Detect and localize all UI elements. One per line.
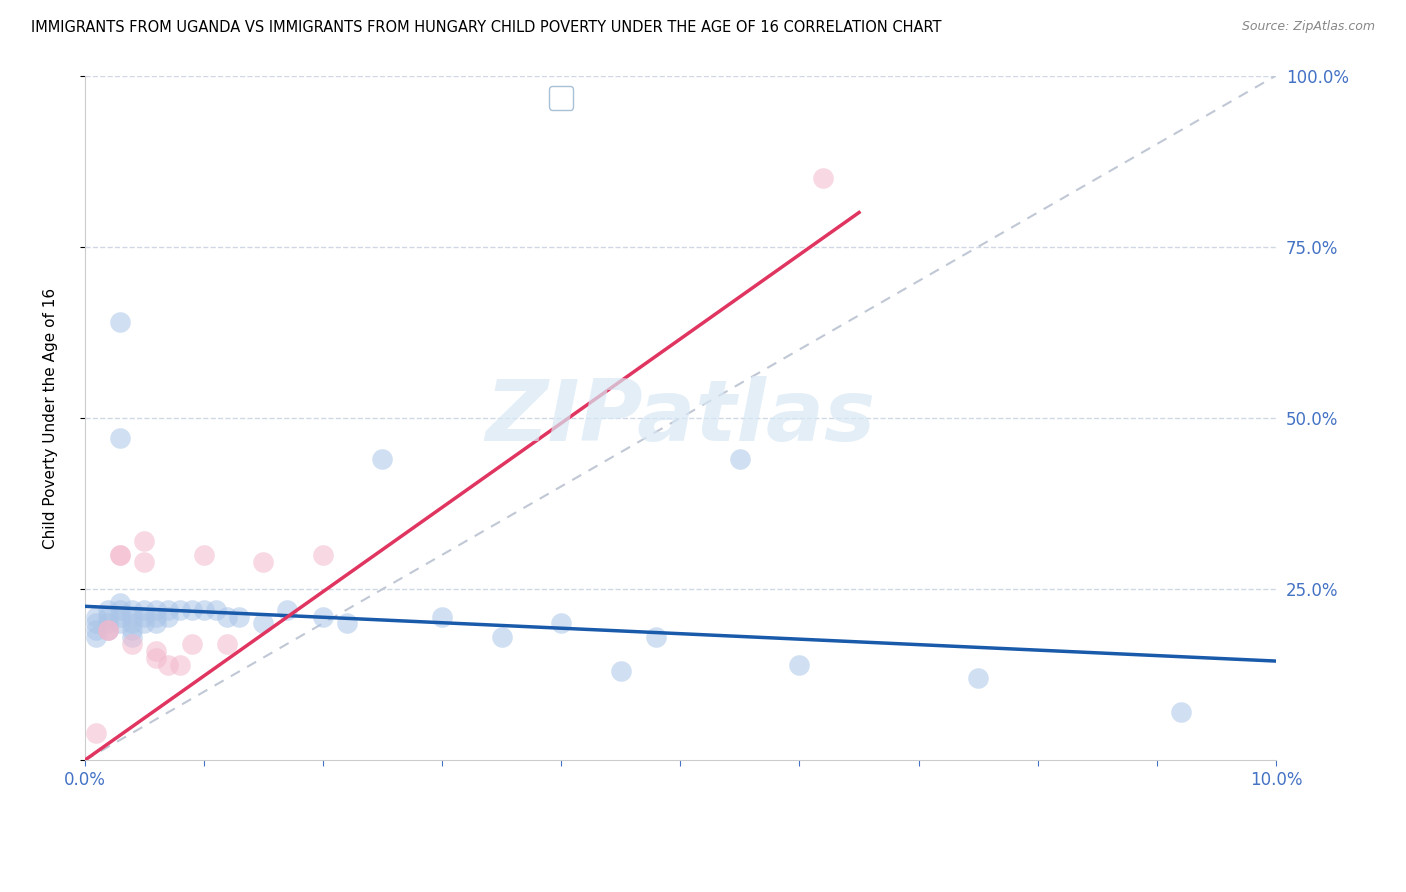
Point (156, 603, 179, 617)
Point (110, 315, 132, 329)
Point (145, 616, 167, 631)
Point (728, 452, 751, 467)
Point (121, 603, 143, 617)
Point (132, 555, 155, 569)
Point (217, 637, 239, 651)
Point (97, 609, 120, 624)
Point (645, 630, 668, 644)
Point (97, 616, 120, 631)
Point (97, 603, 120, 617)
Point (336, 616, 359, 631)
Point (1170, 706, 1192, 720)
Point (180, 637, 202, 651)
Point (97, 624, 120, 638)
Point (430, 609, 453, 624)
Point (371, 452, 394, 467)
Point (110, 596, 132, 610)
Point (169, 657, 191, 672)
Point (132, 603, 155, 617)
Point (276, 603, 298, 617)
Point (813, 171, 835, 186)
Point (252, 616, 274, 631)
Point (145, 609, 167, 624)
Point (132, 534, 155, 549)
Point (132, 609, 155, 624)
Point (609, 665, 631, 679)
Point (145, 650, 167, 665)
Point (121, 616, 143, 631)
Point (121, 624, 143, 638)
Y-axis label: Child Poverty Under the Age of 16: Child Poverty Under the Age of 16 (44, 287, 58, 549)
Point (217, 609, 239, 624)
Point (86, 609, 108, 624)
Point (110, 609, 132, 624)
Point (156, 657, 179, 672)
Point (145, 644, 167, 658)
Point (193, 548, 215, 562)
Point (967, 671, 990, 685)
Text: IMMIGRANTS FROM UGANDA VS IMMIGRANTS FROM HUNGARY CHILD POVERTY UNDER THE AGE OF: IMMIGRANTS FROM UGANDA VS IMMIGRANTS FRO… (31, 20, 942, 35)
Text: Source: ZipAtlas.com: Source: ZipAtlas.com (1241, 20, 1375, 33)
Point (193, 603, 215, 617)
Point (97, 624, 120, 638)
Point (121, 630, 143, 644)
Point (228, 609, 250, 624)
Text: ZIPatlas: ZIPatlas (485, 376, 876, 459)
Point (312, 609, 335, 624)
Point (86, 624, 108, 638)
Point (180, 603, 202, 617)
Point (312, 548, 335, 562)
Point (97, 624, 120, 638)
Point (121, 609, 143, 624)
Point (110, 432, 132, 446)
Point (132, 616, 155, 631)
Point (550, 616, 572, 631)
Legend:  (675, 802, 686, 814)
Point (110, 548, 132, 562)
Point (145, 603, 167, 617)
Point (110, 616, 132, 631)
Point (110, 603, 132, 617)
Point (204, 603, 226, 617)
Point (86, 630, 108, 644)
Point (252, 555, 274, 569)
Point (156, 609, 179, 624)
Point (169, 603, 191, 617)
Point (86, 616, 108, 631)
Point (110, 548, 132, 562)
Point (491, 630, 513, 644)
Point (789, 657, 811, 672)
Point (121, 637, 143, 651)
Point (86, 726, 108, 740)
